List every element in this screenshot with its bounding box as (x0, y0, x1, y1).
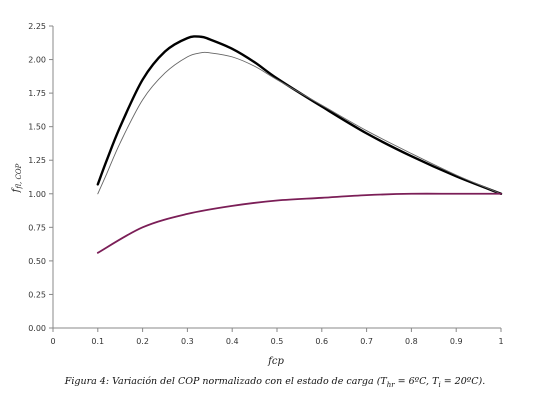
y-tick-label: 1.75 (28, 89, 46, 98)
x-axis-label: fcp (267, 356, 284, 367)
series-layer (98, 36, 501, 252)
caption-suffix: = 20ºC). (441, 376, 486, 387)
series-line-2 (98, 52, 501, 193)
y-tick-label: 2.25 (28, 22, 46, 31)
x-tick-label: 0.9 (450, 337, 463, 346)
y-axis-label: ffl, COP (11, 163, 23, 193)
x-tick-label: 0.7 (360, 337, 373, 346)
caption-prefix: Figura 4: Variación del COP normalizado … (65, 376, 387, 387)
series-line-1 (98, 36, 501, 193)
figure-caption: Figura 4: Variación del COP normalizado … (0, 376, 550, 389)
x-tick-label: 1 (498, 337, 503, 346)
x-tick-label: 0.1 (91, 337, 104, 346)
y-tick-label: 0.00 (28, 324, 46, 333)
y-tick-label: 0.25 (28, 290, 46, 299)
caption-sub-hr: hr (387, 381, 395, 389)
x-tick-label: 0 (50, 337, 55, 346)
caption-mid: = 6ºC, T (395, 376, 439, 387)
x-tick-label: 0.2 (136, 337, 149, 346)
y-axis-label-sub: fl, COP (15, 163, 23, 189)
x-tick-label: 0.8 (405, 337, 418, 346)
y-tick-label: 2.00 (28, 56, 46, 65)
y-tick-label: 1.25 (28, 156, 46, 165)
x-tick-label: 0.5 (271, 337, 284, 346)
y-tick-label: 1.50 (28, 123, 46, 132)
y-tick-label: 1.00 (28, 190, 46, 199)
x-tick-label: 0.6 (315, 337, 328, 346)
y-tick-label: 0.75 (28, 223, 46, 232)
chart: 0.000.250.500.751.001.251.501.752.002.25… (0, 0, 550, 370)
x-tick-label: 0.3 (181, 337, 194, 346)
series-line-3 (98, 194, 501, 253)
y-tick-label: 0.50 (28, 257, 46, 266)
x-tick-label: 0.4 (226, 337, 239, 346)
